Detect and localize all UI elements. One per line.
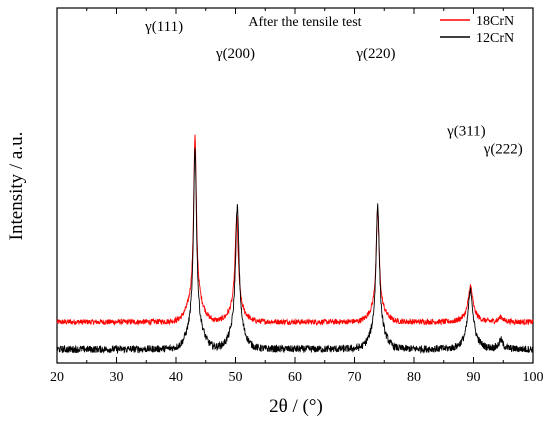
x-tick-label: 50	[229, 370, 243, 385]
legend-label: 18CrN	[476, 14, 514, 29]
peak-label: γ(220)	[355, 46, 395, 62]
series-18CrN	[56, 134, 534, 326]
x-tick-label: 30	[110, 370, 124, 385]
peak-label: γ(200)	[215, 46, 255, 62]
peak-label: γ(222)	[483, 142, 523, 158]
x-tick-label: 80	[407, 370, 421, 385]
chart-title: After the tensile test	[248, 15, 361, 30]
annotation-layer: γ(111) γ(200) γ(220) γ(311) γ(222)	[144, 19, 523, 158]
x-tick-label: 70	[348, 370, 362, 385]
axes-layer: 20 30 40 50 60 70 80 90 100	[50, 8, 544, 385]
x-tick-label: 90	[467, 370, 481, 385]
series-line-12CrN	[56, 147, 534, 355]
peak-label: γ(311)	[446, 123, 486, 139]
plot-frame	[56, 7, 534, 364]
series-12CrN	[56, 147, 534, 355]
x-tick-label: 60	[288, 370, 302, 385]
series-layer	[56, 134, 534, 355]
plot-area	[56, 7, 534, 364]
series-line-18CrN	[56, 134, 534, 326]
peak-label: γ(111)	[144, 19, 183, 35]
x-tick-label: 20	[50, 370, 64, 385]
x-tick-label: 100	[523, 370, 544, 385]
y-axis-label: Intensity / a.u.	[6, 132, 27, 241]
x-tick-label: 40	[169, 370, 183, 385]
x-axis-label: 2θ / (°)	[269, 396, 323, 417]
legend-label: 12CrN	[476, 31, 514, 46]
legend: 18CrN 12CrN	[440, 14, 514, 46]
